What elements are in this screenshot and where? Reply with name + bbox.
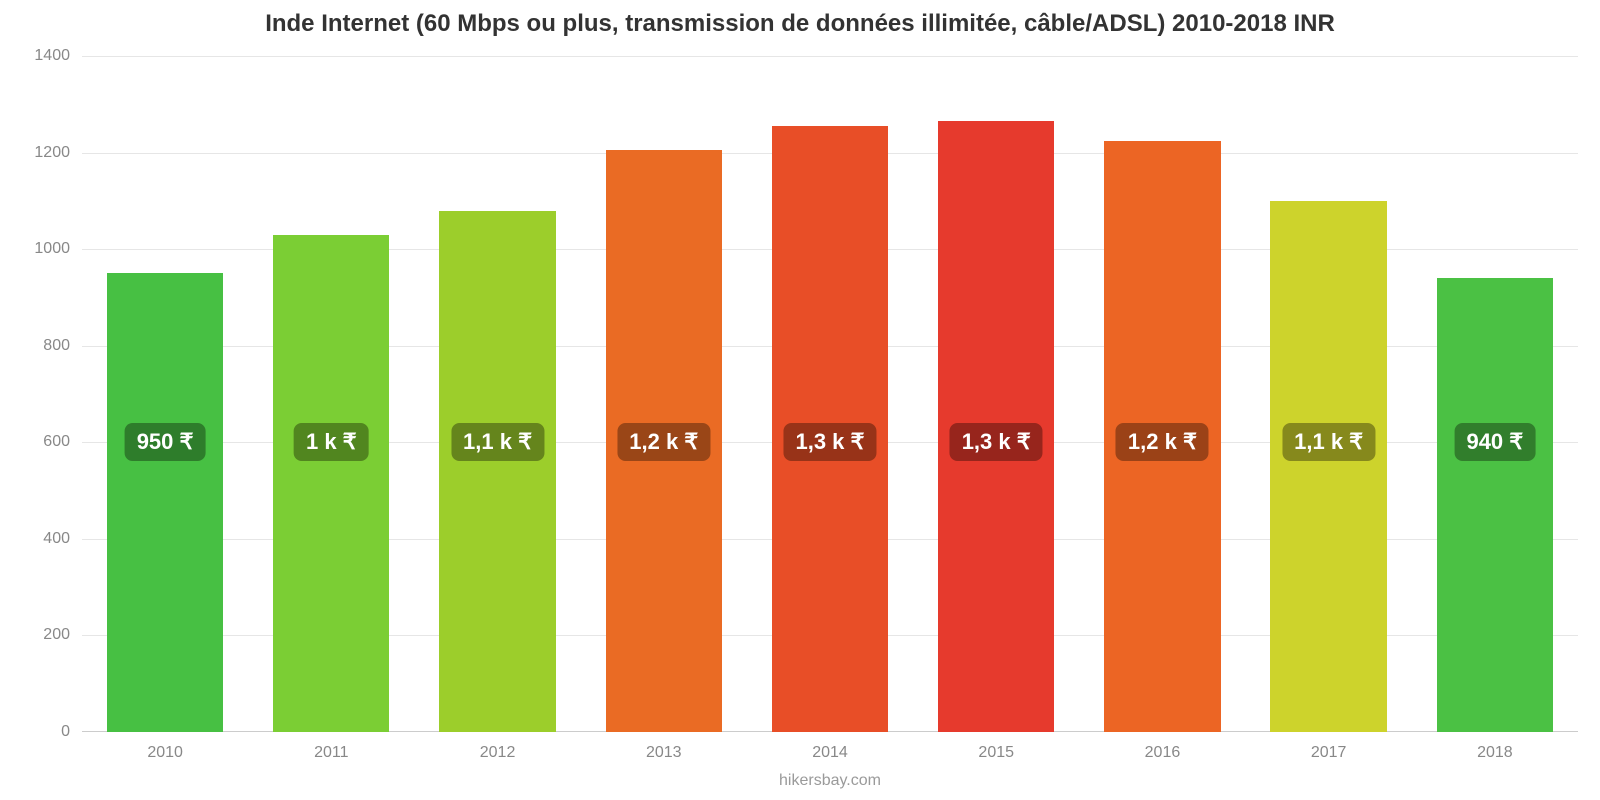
y-tick-label: 600 <box>22 433 70 451</box>
y-tick-label: 400 <box>22 530 70 548</box>
bar-value-label: 1,2 k ₹ <box>1116 423 1209 461</box>
y-tick-label: 200 <box>22 626 70 644</box>
bar-value-label: 950 ₹ <box>125 423 206 461</box>
bar <box>107 273 223 732</box>
x-tick-label: 2016 <box>1145 744 1181 762</box>
bar-value-label: 1,1 k ₹ <box>1282 423 1375 461</box>
bar-value-label: 1,1 k ₹ <box>451 423 544 461</box>
y-tick-label: 0 <box>22 723 70 741</box>
chart-container: Inde Internet (60 Mbps ou plus, transmis… <box>0 0 1600 800</box>
bar <box>439 211 555 732</box>
bar-value-label: 940 ₹ <box>1454 423 1535 461</box>
bar-value-label: 1,2 k ₹ <box>617 423 710 461</box>
bar-value-label: 1,3 k ₹ <box>783 423 876 461</box>
x-tick-label: 2017 <box>1311 744 1347 762</box>
x-tick-label: 2014 <box>812 744 848 762</box>
attribution-text: hikersbay.com <box>779 772 881 790</box>
grid-line <box>82 56 1578 57</box>
bar <box>273 235 389 732</box>
y-tick-label: 800 <box>22 337 70 355</box>
y-tick-label: 1200 <box>22 144 70 162</box>
bar <box>1270 201 1386 732</box>
bar-value-label: 1,3 k ₹ <box>950 423 1043 461</box>
x-tick-label: 2012 <box>480 744 516 762</box>
y-tick-label: 1400 <box>22 47 70 65</box>
plot-area: 0200400600800100012001400950 ₹20101 k ₹2… <box>82 56 1578 732</box>
x-tick-label: 2015 <box>978 744 1014 762</box>
bar <box>1437 278 1553 732</box>
x-tick-label: 2013 <box>646 744 682 762</box>
y-tick-label: 1000 <box>22 240 70 258</box>
chart-title: Inde Internet (60 Mbps ou plus, transmis… <box>0 0 1600 38</box>
x-tick-label: 2011 <box>314 744 348 762</box>
x-tick-label: 2018 <box>1477 744 1513 762</box>
bar-value-label: 1 k ₹ <box>294 423 369 461</box>
x-tick-label: 2010 <box>147 744 183 762</box>
